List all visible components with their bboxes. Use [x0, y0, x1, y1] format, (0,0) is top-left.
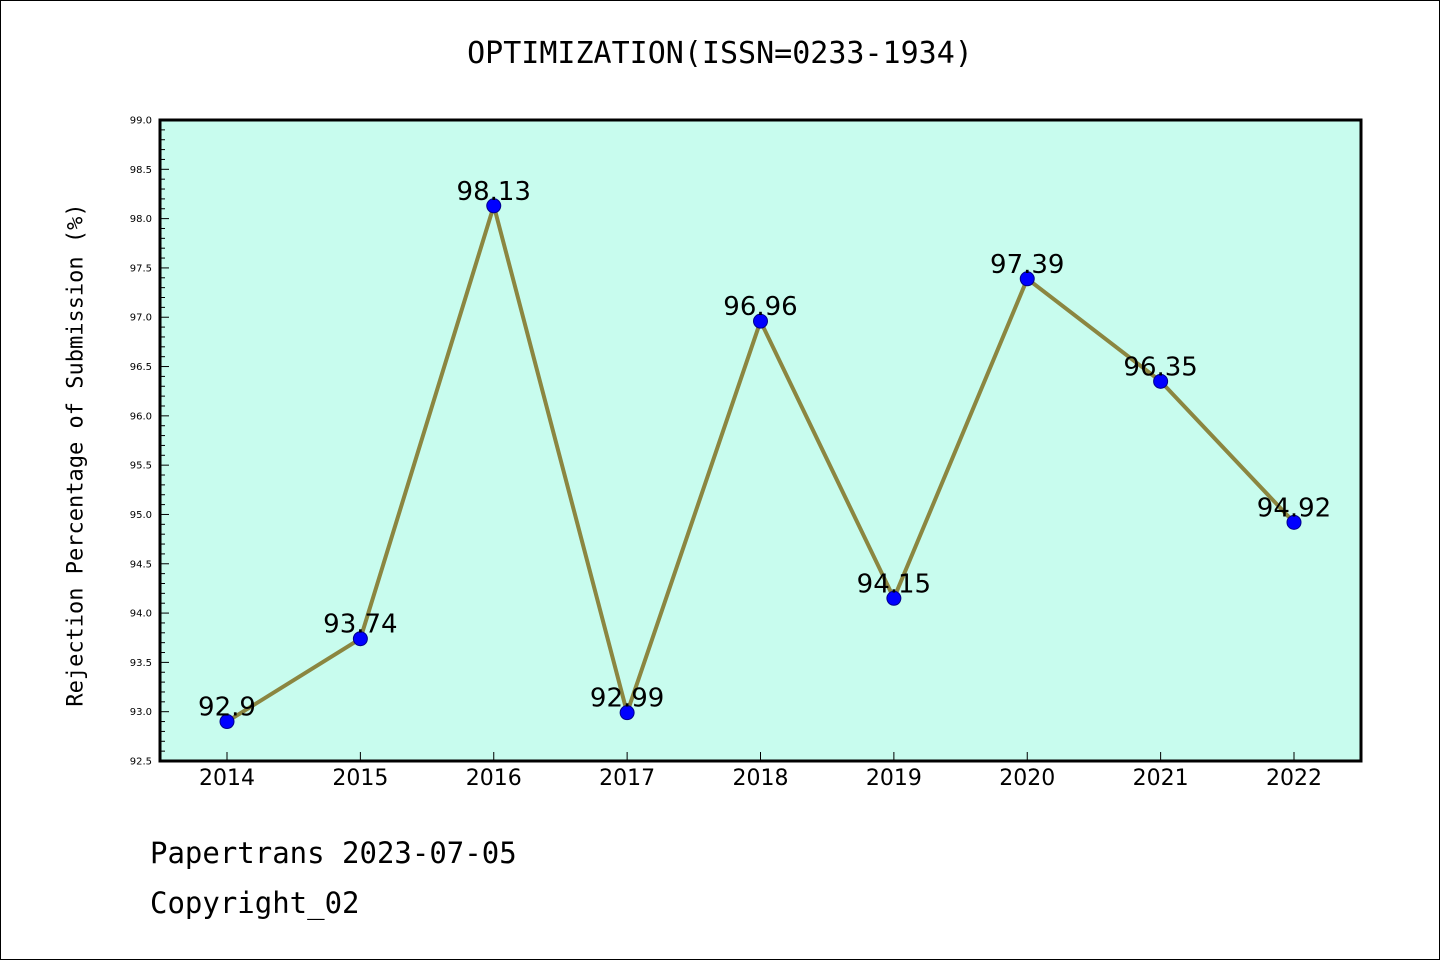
- data-label: 94.15: [857, 569, 931, 599]
- footer-copyright: Copyright_02: [150, 886, 360, 920]
- footer-source: Papertrans 2023-07-05: [150, 836, 517, 870]
- data-labels: 92.9 93.74 98.13 92.99 96.96 94.15 97.39 96.35 9…: [198, 177, 1331, 723]
- data-point: [753, 313, 768, 329]
- y-tick-label: 97.0: [130, 313, 152, 324]
- data-label: 96.96: [723, 292, 797, 322]
- y-tick-label: 95.5: [130, 461, 152, 472]
- data-label: 92.9: [198, 693, 256, 723]
- data-label: 93.74: [323, 610, 397, 640]
- y-tick-labels: 92.5 93.0 93.5 94.0 94.5 95.0 95.5 96.0 96.5 97.0…: [130, 116, 152, 768]
- data-label: 98.13: [457, 177, 531, 207]
- x-tick-label: 2020: [999, 766, 1055, 791]
- data-point: [1019, 271, 1035, 287]
- x-tick-label: 2017: [599, 766, 655, 791]
- data-point: [1286, 514, 1302, 530]
- y-tick-label: 93.0: [130, 707, 152, 718]
- y-tick-label: 92.5: [130, 757, 152, 768]
- y-tick-label: 94.0: [130, 609, 152, 620]
- data-point: [1153, 373, 1169, 389]
- chart-title: OPTIMIZATION(ISSN=0233-1934): [467, 36, 973, 71]
- y-tick-label: 97.5: [130, 263, 152, 274]
- x-tick-label: 2022: [1266, 766, 1322, 791]
- plot-area: [160, 120, 1361, 761]
- y-tick-label: 94.5: [130, 559, 152, 570]
- y-tick-label: 98.0: [130, 214, 152, 225]
- data-point: [886, 590, 902, 606]
- data-point: [219, 714, 235, 730]
- y-tick-label: 96.5: [130, 362, 152, 373]
- x-tick-label: 2019: [866, 766, 922, 791]
- x-tick-label: 2014: [199, 766, 255, 791]
- data-label: 97.39: [990, 250, 1064, 280]
- y-tick-label: 99.0: [130, 116, 152, 127]
- x-tick-label: 2018: [733, 766, 789, 791]
- plot-border: [158, 118, 1363, 763]
- y-tick-label: 95.0: [130, 510, 152, 521]
- data-point: [352, 631, 368, 647]
- data-label: 94.92: [1257, 493, 1331, 523]
- y-tick-label: 93.5: [130, 658, 152, 669]
- y-tick-label: 98.5: [130, 165, 152, 176]
- data-points: [219, 198, 1302, 730]
- x-tick-label: 2016: [466, 766, 522, 791]
- data-label: 92.99: [590, 684, 664, 714]
- x-tick-label: 2015: [332, 766, 388, 791]
- data-point: [486, 198, 502, 214]
- x-tick-label: 2021: [1133, 766, 1189, 791]
- y-tick-label: 96.0: [130, 411, 152, 422]
- data-point: [619, 705, 635, 721]
- data-label: 96.35: [1123, 352, 1197, 382]
- x-tick-labels: 2014 2015 2016 2017 2018 2019 2020 2021 2022: [199, 766, 1322, 791]
